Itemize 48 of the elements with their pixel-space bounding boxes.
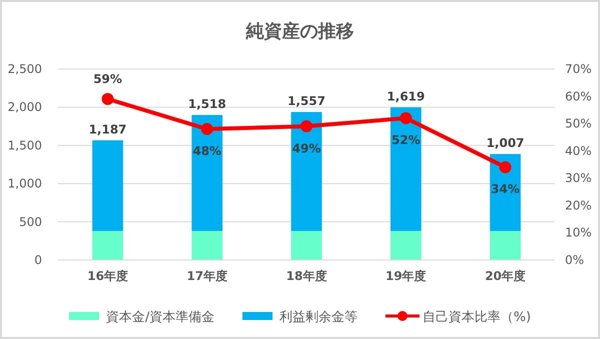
- y-tick-label: 500: [19, 214, 42, 229]
- y2-tick-label: 10%: [565, 226, 592, 240]
- legend-label: 資本金/資本準備金: [106, 310, 214, 325]
- y2-tick-label: 0%: [565, 253, 584, 267]
- y-tick-label: 2,000: [8, 100, 42, 114]
- y2-tick-label: 20%: [565, 198, 592, 212]
- data-label: 48%: [192, 144, 222, 158]
- legend-label: 自己資本比率（%): [422, 309, 531, 325]
- y2-tick-label: 30%: [565, 171, 592, 186]
- data-label: 1,518: [188, 96, 226, 111]
- x-tick-label: 20年度: [484, 269, 526, 283]
- data-label: 34%: [490, 182, 520, 196]
- y-tick-label: 2,500: [8, 62, 42, 76]
- x-tick-label: 17年度: [186, 269, 228, 283]
- bar: [92, 140, 124, 231]
- bar: [92, 230, 124, 260]
- data-label: 49%: [292, 141, 321, 156]
- data-label: 1,557: [288, 94, 326, 108]
- data-label: 52%: [392, 133, 420, 148]
- point: [300, 120, 312, 132]
- bar: [192, 114, 223, 231]
- x-tick-label: 18年度: [286, 269, 327, 283]
- y2-tick-label: 70%: [565, 62, 592, 76]
- bar: [490, 230, 521, 260]
- y-tick-label: 1,000: [8, 176, 42, 191]
- point: [102, 93, 114, 106]
- point: [400, 112, 412, 124]
- bar: [390, 230, 422, 260]
- data-label: 1,187: [88, 122, 127, 136]
- y-tick-label: 1,500: [8, 138, 42, 152]
- data-label: 1,619: [386, 89, 425, 104]
- bar: [192, 230, 223, 260]
- bar: [490, 154, 521, 231]
- y2-tick-label: 60%: [565, 89, 592, 104]
- data-label: 59%: [93, 72, 122, 86]
- x-tick-label: 19年度: [386, 269, 426, 283]
- y2-tick-label: 40%: [565, 144, 592, 158]
- y-tick-label: 0: [34, 253, 42, 267]
- point: [201, 123, 214, 136]
- bar: [291, 112, 322, 231]
- x-tick-label: 16年度: [87, 269, 128, 283]
- data-label: 1,007: [486, 136, 524, 150]
- chart-title: 純資産の推移: [245, 21, 354, 42]
- bar: [291, 230, 322, 260]
- bar: [390, 107, 422, 231]
- y2-tick-label: 50%: [565, 116, 592, 131]
- point: [499, 161, 512, 174]
- legend-label: 利益剰余金等: [279, 310, 358, 325]
